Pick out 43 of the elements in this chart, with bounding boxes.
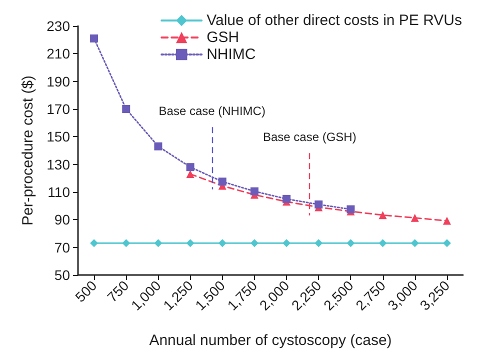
legend-label: NHIMC [206,46,256,63]
point [378,239,387,248]
point [314,239,323,248]
point [186,170,194,178]
y-tick-label: 210 [46,46,70,62]
point [282,194,291,203]
point [442,239,451,248]
point [90,34,98,42]
point [314,200,323,208]
x-axis-title: Annual number of cystoscopy (case) [149,332,392,349]
y-tick-label: 190 [46,73,70,90]
point [122,105,130,113]
point [250,187,258,196]
ref-line-label: Base case (GSH) [262,130,356,144]
point [90,239,98,248]
y-tick-label: 230 [46,18,70,34]
point [218,239,226,248]
point [282,239,291,248]
point [218,178,226,186]
point [154,142,162,150]
point [122,239,130,248]
point [410,214,419,222]
point [346,239,355,248]
y-tick-label: 50 [54,267,70,283]
point [186,239,194,248]
y-tick-label: 170 [46,101,70,117]
y-tick-label: 70 [54,239,70,256]
legend-label: Value of other direct costs in PE RVUs [206,12,462,29]
point [378,211,387,220]
y-axis-title: Per-procedure cost ($) [20,75,37,226]
y-tick-label: 110 [48,184,70,200]
point [154,239,162,248]
y-tick-label: 150 [46,128,70,145]
ref-line-label: Base case (NHIMC) [158,104,266,118]
point [186,163,194,172]
y-tick-label: 90 [54,212,70,228]
legend-label: GSH [206,29,240,46]
point [250,239,258,248]
point [442,216,451,225]
point [410,239,419,248]
y-tick-label: 130 [46,156,70,172]
x-tick-label: 500 [72,277,100,306]
x-tick-label: 750 [104,277,132,306]
